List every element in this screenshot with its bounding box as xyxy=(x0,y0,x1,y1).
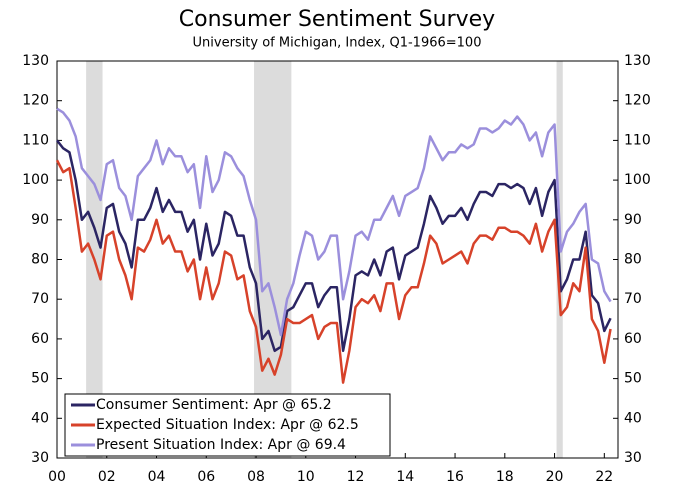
chart-title: Consumer Sentiment Survey xyxy=(179,7,495,32)
y2-tick-label: 80 xyxy=(624,252,642,268)
y2-tick-label: 90 xyxy=(624,212,642,228)
y2-tick-label: 100 xyxy=(624,172,651,188)
series-line xyxy=(55,159,612,384)
x-tick-label: 06 xyxy=(197,469,215,485)
x-tick-label: 02 xyxy=(98,469,116,485)
x-tick-label: 20 xyxy=(546,469,564,485)
x-tick-label: 00 xyxy=(48,469,66,485)
y-tick-label: 30 xyxy=(31,450,49,466)
y-tick-label: 60 xyxy=(31,331,49,347)
x-tick-label: 14 xyxy=(396,469,414,485)
y2-tick-label: 30 xyxy=(624,450,642,466)
x-tick-label: 18 xyxy=(496,469,514,485)
y-tick-label: 120 xyxy=(22,93,49,109)
y-tick-label: 40 xyxy=(31,410,49,426)
y-tick-label: 50 xyxy=(31,371,49,387)
y2-tick-label: 60 xyxy=(624,331,642,347)
y-tick-label: 90 xyxy=(31,212,49,228)
y-tick-label: 130 xyxy=(22,53,49,69)
chart-subtitle: University of Michigan, Index, Q1-1966=1… xyxy=(193,36,482,51)
x-tick-label: 22 xyxy=(595,469,613,485)
y2-tick-label: 70 xyxy=(624,291,642,307)
x-tick-label: 12 xyxy=(347,469,365,485)
series-line xyxy=(56,107,612,337)
x-tick-label: 08 xyxy=(247,469,265,485)
y2-tick-label: 50 xyxy=(624,371,642,387)
legend-label: Consumer Sentiment: Apr @ 65.2 xyxy=(96,397,332,413)
legend-label: Present Situation Index: Apr @ 69.4 xyxy=(96,437,346,453)
y-tick-label: 80 xyxy=(31,252,49,268)
y-tick-label: 70 xyxy=(31,291,49,307)
x-tick-label: 04 xyxy=(148,469,166,485)
x-tick-label: 16 xyxy=(446,469,464,485)
y2-tick-label: 110 xyxy=(624,132,651,148)
y-tick-label: 110 xyxy=(22,132,49,148)
series-line xyxy=(56,139,612,353)
y2-tick-label: 120 xyxy=(624,93,651,109)
y2-tick-label: 40 xyxy=(624,410,642,426)
legend-box xyxy=(64,393,391,457)
x-tick-label: 10 xyxy=(297,469,315,485)
y2-tick-label: 130 xyxy=(624,53,651,69)
legend-label: Expected Situation Index: Apr @ 62.5 xyxy=(96,417,359,433)
y-tick-label: 100 xyxy=(22,172,49,188)
